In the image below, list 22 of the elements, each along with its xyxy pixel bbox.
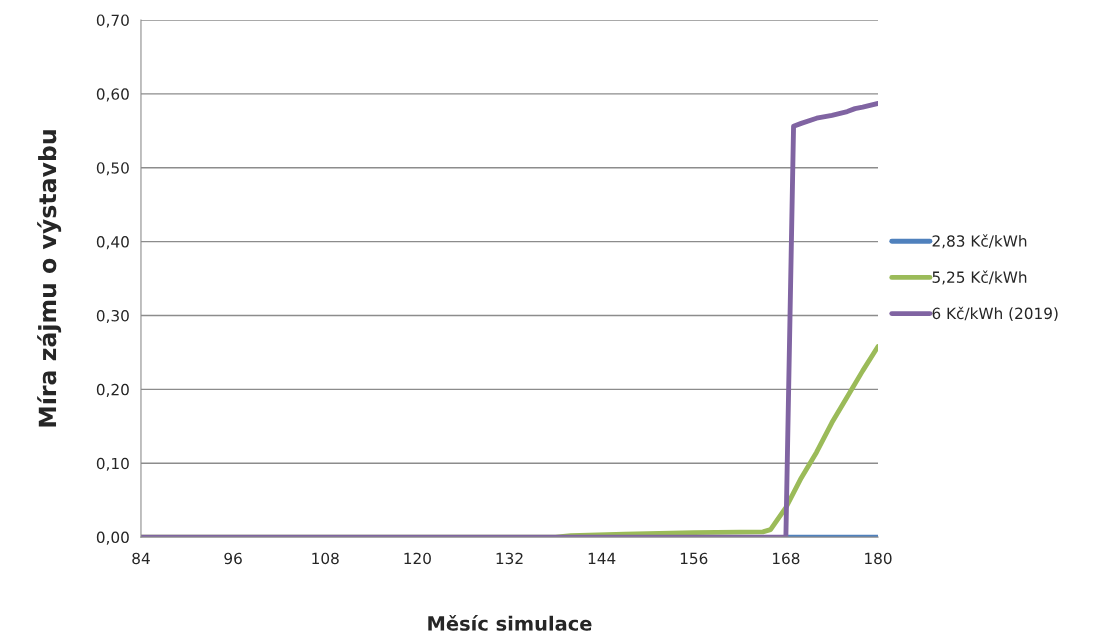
x-tick-label: 168 [772, 552, 800, 565]
y-tick-label: 0,50 [96, 162, 129, 176]
x-axis-title: Měsíc simulace [428, 614, 592, 631]
x-tick-label: 108 [312, 552, 339, 565]
y-axis-title: Míra zájmu o výstavbu [37, 130, 62, 427]
x-tick-label: 156 [680, 552, 708, 565]
y-tick-label: 0,20 [96, 383, 129, 397]
y-tick-label: 0,40 [96, 236, 129, 250]
y-tick-label: 0,10 [96, 457, 129, 471]
legend-label: 6 Kč/kWh (2019) [932, 306, 1058, 321]
x-tick-label: 144 [588, 552, 616, 564]
x-tick-label: 132 [496, 552, 523, 565]
y-tick-label: 0,30 [96, 309, 129, 324]
y-tick-label: 0,70 [96, 14, 129, 28]
x-tick-label: 96 [224, 552, 242, 565]
y-tick-label: 0,60 [96, 88, 129, 102]
y-tick-label: 0,00 [96, 531, 129, 545]
x-tick-label: 180 [865, 552, 892, 565]
legend-label: 2,83 Kč/kWh [932, 234, 1027, 249]
x-tick-label: 84 [132, 552, 150, 565]
legend-label: 5,25 Kč/kWh [932, 270, 1027, 285]
x-tick-label: 120 [404, 552, 431, 565]
